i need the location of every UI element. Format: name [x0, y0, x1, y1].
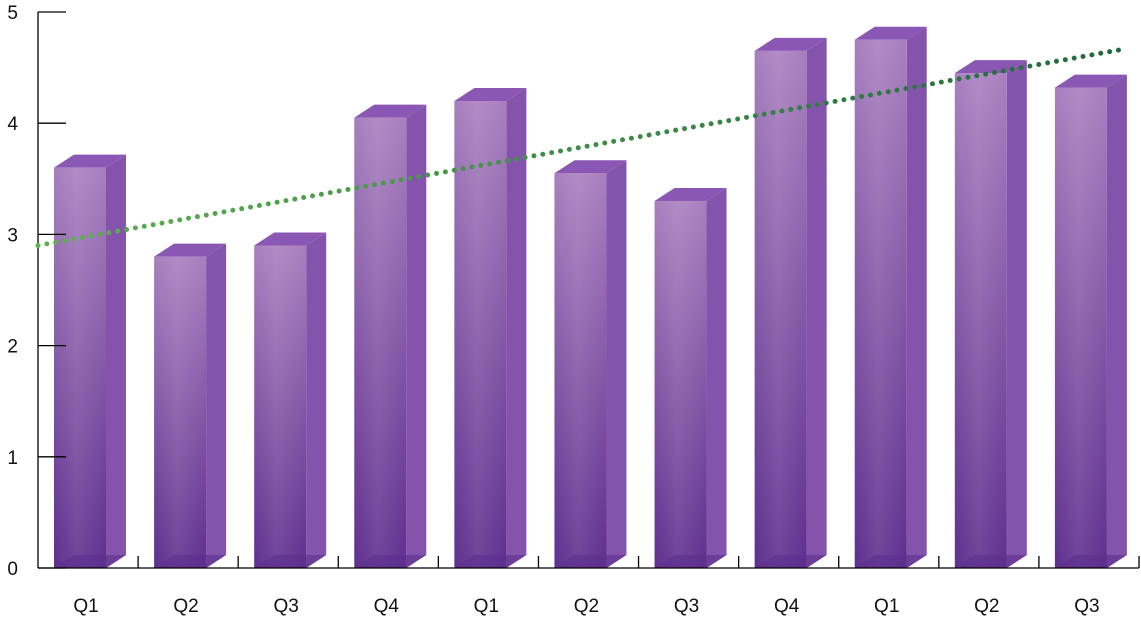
trendline-group: [35, 47, 1123, 249]
bar-top: [54, 154, 126, 168]
bar-sheen: [154, 256, 207, 568]
x-tick-label: Q1: [73, 596, 98, 617]
bar-sheen: [854, 39, 907, 569]
bar-10: [954, 60, 1027, 568]
x-tick-label: Q4: [374, 596, 400, 617]
bar-7: [654, 188, 727, 569]
bar-side: [906, 26, 927, 569]
bar-8: [754, 37, 827, 569]
bar-sheen: [1054, 87, 1107, 568]
x-tick-label: Q2: [574, 596, 599, 617]
bar-top: [554, 160, 627, 174]
bar-top: [654, 188, 727, 202]
x-tick-label: Q1: [874, 596, 899, 617]
bar-sheen: [654, 201, 707, 569]
bar-top: [954, 60, 1027, 74]
bar-side: [206, 243, 227, 568]
bars-group: [54, 26, 1127, 569]
y-tick-label: 3: [7, 225, 18, 246]
bar-top: [154, 243, 227, 257]
bar-side: [806, 37, 827, 569]
bar-base: [254, 555, 327, 568]
bar-base: [854, 555, 927, 568]
bar-base: [954, 555, 1027, 568]
bar-top: [854, 26, 927, 40]
axes-group: 0 1 2 3 4 5 Q1 Q2 Q3 Q4 Q1 Q2 Q3 Q4 Q1 Q2 Q3: [7, 3, 1140, 617]
bar-5: [454, 87, 527, 569]
x-tick-label: Q2: [974, 596, 999, 617]
bar-side: [1006, 60, 1027, 568]
y-tick-label: 1: [7, 448, 18, 469]
bar-top: [1054, 74, 1127, 88]
x-tick-label: Q3: [274, 596, 299, 617]
bar-base: [1054, 555, 1127, 568]
bar-side: [606, 160, 627, 569]
y-tick-label: 5: [7, 3, 18, 24]
bar-base: [54, 555, 126, 568]
bar-sheen: [54, 167, 106, 568]
x-tick-label: Q1: [474, 596, 499, 617]
bar-side: [506, 87, 527, 569]
bar-sheen: [354, 117, 407, 568]
bar-side: [1106, 74, 1127, 568]
x-tick-label: Q3: [1074, 596, 1099, 617]
bar-side: [306, 232, 327, 568]
x-tick-label: Q2: [173, 596, 198, 617]
bar-sheen: [454, 100, 507, 569]
bar-side: [106, 154, 126, 568]
bar-top: [454, 87, 527, 101]
bar-2: [154, 243, 227, 568]
bar-3: [254, 232, 327, 568]
bar-top: [754, 37, 827, 51]
trendline: [35, 47, 1123, 249]
bar-sheen: [754, 50, 807, 569]
bar-4: [354, 104, 427, 568]
bar-sheen: [954, 73, 1007, 568]
bar-side: [706, 188, 727, 569]
bar-top: [254, 232, 327, 246]
bar-base: [554, 555, 627, 568]
bar-top: [354, 104, 427, 118]
bar-1: [54, 154, 126, 568]
bar-side: [406, 104, 427, 568]
bar-base: [154, 555, 227, 568]
bar-sheen: [554, 173, 607, 569]
y-tick-label: 2: [7, 337, 18, 358]
bar-base: [354, 555, 427, 568]
y-tick-label: 0: [7, 559, 18, 580]
bar-9: [854, 26, 927, 569]
bar-11: [1054, 74, 1127, 568]
y-tick-label: 4: [7, 114, 18, 135]
bar-sheen: [254, 245, 307, 568]
bar-base: [754, 555, 827, 568]
bar-base: [454, 555, 527, 568]
x-tick-label: Q3: [674, 596, 699, 617]
bar-base: [654, 555, 727, 568]
bar-6: [554, 160, 627, 569]
x-tick-label: Q4: [774, 596, 800, 617]
